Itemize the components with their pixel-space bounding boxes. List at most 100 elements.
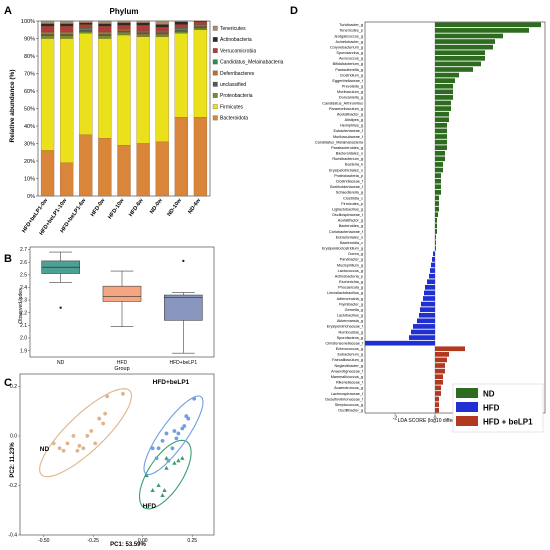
lda-bar — [435, 229, 437, 234]
lda-bar — [435, 78, 455, 83]
pcoa-point-hfd-belp1 — [164, 431, 169, 436]
pcoa-point-nd — [93, 441, 98, 446]
box-iqr — [164, 294, 203, 321]
lda-bar — [411, 329, 435, 335]
lda-category-label: Tenericutes_p — [339, 29, 363, 33]
phylum-bar-segment — [174, 29, 188, 32]
lda-bar — [435, 28, 529, 33]
lda-category-label: Eubacteriaceae_f — [333, 129, 363, 133]
box-y-tick-label: 2.7 — [20, 247, 27, 253]
phylum-bar-segment — [193, 26, 208, 29]
phylum-bar-segment — [193, 29, 208, 118]
pcoa-point-hfd-belp1 — [154, 456, 159, 461]
box-y-tick-label: 2.1 — [20, 323, 27, 329]
phylum-bar-segment — [174, 31, 188, 34]
phylum-bar-segment — [117, 28, 131, 30]
lda-bar — [435, 379, 443, 385]
box-y-tick-label: 2.3 — [20, 298, 27, 304]
phylum-bar-segment — [155, 32, 169, 35]
box-plot-frame — [29, 246, 215, 358]
phylum-legend-label: Proteobacteria — [220, 93, 253, 99]
lda-category-label: Akkermansia_g — [337, 319, 363, 323]
lda-category-label: Candidatus_Melainabacteria — [315, 140, 364, 144]
phylum-bar-segment — [40, 23, 55, 27]
lda-bar — [435, 245, 436, 251]
lda-bar — [435, 44, 493, 50]
phylum-bar-segment — [193, 27, 208, 30]
lda-category-label: Alistipes_g — [345, 118, 363, 122]
phylum-bar-segment — [117, 145, 131, 197]
phylum-bar-segment — [155, 24, 169, 28]
lda-category-label: Anaerotignaceae_f — [331, 369, 364, 373]
lda-bar — [435, 61, 481, 67]
lda-bar — [435, 173, 441, 178]
phylum-y-tick-label: 10% — [24, 176, 35, 182]
lda-category-label: Erysipelotrichales_o — [329, 168, 363, 172]
phylum-bar-segment — [136, 25, 150, 31]
phylum-bar-segment — [193, 20, 208, 22]
phylum-legend-swatch — [212, 48, 218, 54]
phylum-bar-segment — [98, 23, 112, 27]
phylum-bar-segment — [136, 31, 150, 33]
phylum-bar-segment — [98, 138, 112, 197]
phylum-bar-segment — [193, 117, 208, 197]
lda-category-label: Ligilactobacillus_g — [332, 207, 363, 211]
lda-bar — [435, 346, 465, 352]
lda-bar — [365, 340, 435, 346]
phylum-bar-segment — [79, 134, 93, 197]
lda-category-label: Burkholderiaceae_f — [330, 185, 364, 189]
pcoa-y-tick-label: -0.2 — [8, 483, 17, 489]
lda-category-label: Muribaculum_g — [337, 90, 363, 94]
lda-bar — [435, 134, 447, 139]
lda-bar — [431, 262, 435, 268]
lda-bar — [435, 363, 445, 368]
phylum-legend-swatch — [212, 25, 218, 31]
lda-bar — [435, 167, 443, 173]
phylum-bar-segment — [155, 30, 169, 32]
lda-category-label: Bacteroides_g — [339, 224, 363, 228]
phylum-bar-segment — [117, 34, 131, 146]
lda-category-label: Proteobacteria_p — [334, 174, 363, 178]
phylum-bar-segment — [174, 21, 188, 25]
phylum-y-tick-label: 30% — [24, 141, 35, 147]
lda-bar — [435, 223, 437, 229]
lda-category-label: Muribaculaceae_f — [333, 135, 364, 139]
phylum-bar-segment — [79, 33, 93, 135]
lda-bar — [435, 190, 441, 195]
lda-bar — [435, 117, 449, 123]
lda-category-label: Christensenellaceae_f — [325, 341, 364, 345]
lda-category-label: Acetatifactor_g — [338, 219, 363, 223]
lda-bar — [435, 72, 459, 78]
lda-category-label: Schaedlerella_g — [336, 191, 363, 195]
box-y-tick-label: 2.2 — [20, 310, 27, 316]
pcoa-scatter-plot: PC1: 53.59% PC2: 11.23% -0.50 -0.25 0.00 0.… — [8, 373, 215, 548]
pcoa-point-nd — [97, 416, 102, 421]
phylum-legend-swatch — [212, 115, 218, 121]
lda-bar — [435, 122, 447, 128]
pcoa-y-tick-label: 0.2 — [10, 384, 17, 390]
phylum-bar-segment — [174, 20, 188, 22]
panel-label-a: A — [4, 5, 12, 17]
phylum-bar-segment — [174, 33, 188, 118]
lda-category-label: Prevotella_g — [342, 85, 363, 89]
lda-x-tick-label: -2 — [393, 416, 398, 422]
lda-bar — [435, 139, 447, 145]
lda-category-label: Acutalibacter_g — [337, 112, 363, 116]
phylum-legend-swatch — [212, 59, 218, 65]
phylum-bar-segment — [98, 35, 112, 39]
lda-category-label: Erysipelatoclostridium_g — [322, 247, 363, 251]
lda-category-label: Jeotgalicoccus_g — [334, 34, 363, 38]
lda-category-label: Enterococcus_g — [336, 347, 363, 351]
phylum-bar-segment — [79, 31, 93, 34]
lda-category-label: Adlercreutzia_g — [337, 297, 363, 301]
phylum-bar-segment — [174, 24, 188, 29]
lda-legend-swatch — [456, 402, 478, 412]
phylum-x-tick-label: ND-10w — [166, 197, 183, 218]
pcoa-group-ellipse — [39, 388, 133, 478]
phylum-bar-segment — [40, 20, 55, 24]
lda-bar — [419, 312, 435, 318]
phylum-bar-segment — [79, 27, 93, 29]
lda-bar — [435, 39, 495, 44]
observed-index-box-plot: Observed Index Group 1.9 2.0 2.1 2.2 2.3 2.4 2… — [18, 246, 215, 372]
phylum-legend-swatch — [212, 70, 218, 76]
